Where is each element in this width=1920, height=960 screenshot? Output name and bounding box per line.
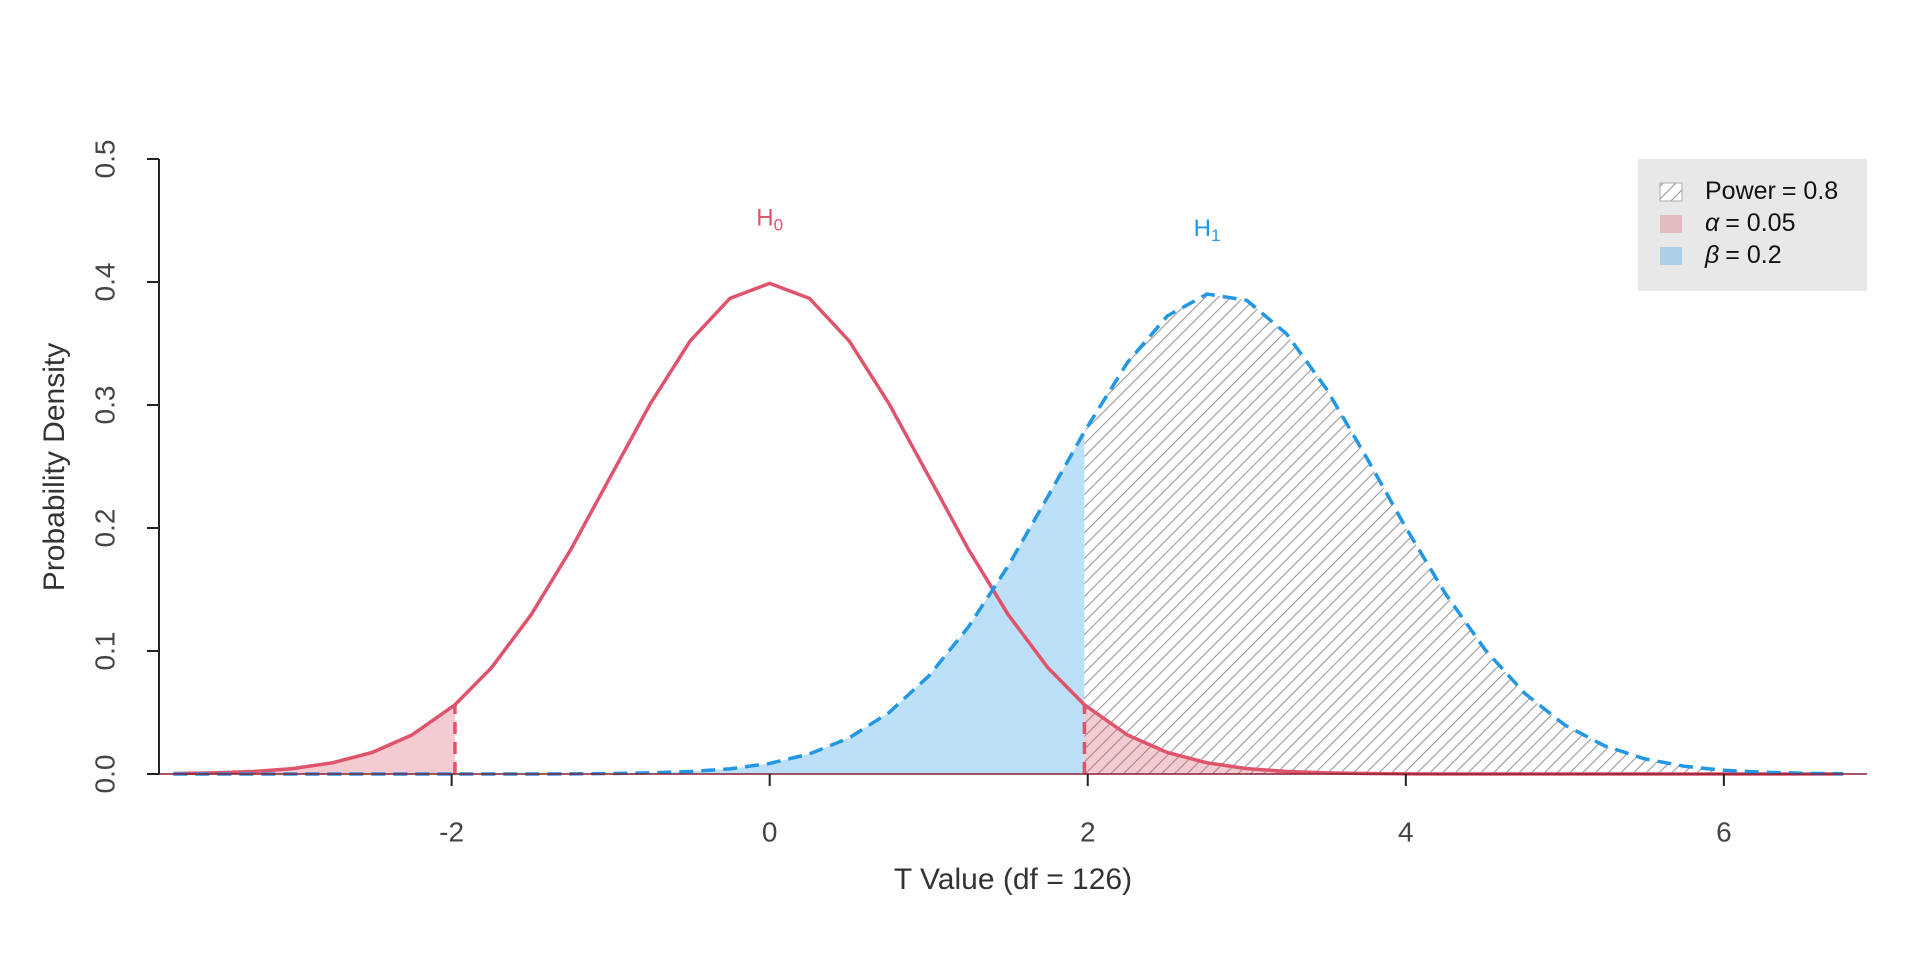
legend-value: = 0.05 bbox=[1725, 209, 1795, 237]
legend-symbol: β bbox=[1704, 241, 1719, 269]
y-tick-label: 0.3 bbox=[89, 386, 120, 425]
curve-label-sub: 1 bbox=[1211, 226, 1220, 245]
legend-swatch bbox=[1660, 215, 1682, 233]
y-axis-title: Probability Density bbox=[38, 343, 71, 591]
curves: H0 H1 bbox=[159, 204, 1867, 776]
curve-label: H0 bbox=[756, 204, 783, 234]
y-tick-label: 0.2 bbox=[89, 509, 120, 548]
legend-swatch bbox=[1659, 182, 1683, 202]
x-tick-label: 0 bbox=[762, 816, 778, 847]
alpha-area bbox=[173, 704, 455, 774]
legend: Power = 0.8α = 0.05β = 0.2 bbox=[1638, 159, 1867, 291]
density-curve bbox=[173, 292, 1844, 776]
y-tick-label: 0.0 bbox=[89, 755, 120, 794]
y-tick-label: 0.1 bbox=[89, 632, 120, 671]
curve-label-sub: 0 bbox=[774, 215, 783, 234]
legend-symbol: α bbox=[1705, 209, 1720, 237]
axes: 0.0 0.1 0.2 0.3 0.4 0.5 -2 0 2 4 6 bbox=[89, 140, 1731, 848]
beta-area bbox=[173, 431, 1085, 774]
legend-swatch bbox=[1660, 247, 1682, 265]
y-tick-label: 0.4 bbox=[89, 263, 120, 302]
alpha-area bbox=[1084, 704, 1844, 774]
legend-value: = 0.2 bbox=[1725, 241, 1781, 269]
curve-label: H1 bbox=[1194, 215, 1221, 245]
legend-label: β = 0.2 bbox=[1704, 241, 1782, 269]
curve-label-main: H bbox=[756, 204, 773, 231]
legend-symbol: Power bbox=[1705, 177, 1776, 205]
y-tick-label: 0.5 bbox=[89, 140, 120, 179]
x-tick-label: -2 bbox=[439, 816, 464, 847]
legend-box bbox=[1638, 159, 1867, 291]
power-area bbox=[1084, 294, 1844, 774]
x-tick-label: 6 bbox=[1716, 816, 1732, 847]
areas bbox=[173, 294, 1844, 774]
x-axis-title: T Value (df = 126) bbox=[894, 863, 1132, 896]
legend-label: Power = 0.8 bbox=[1705, 177, 1838, 205]
x-tick-label: 4 bbox=[1398, 816, 1414, 847]
legend-label: α = 0.05 bbox=[1705, 209, 1795, 237]
curve-label-main: H bbox=[1194, 215, 1211, 242]
x-tick-label: 2 bbox=[1080, 816, 1096, 847]
legend-value: = 0.8 bbox=[1782, 177, 1838, 205]
